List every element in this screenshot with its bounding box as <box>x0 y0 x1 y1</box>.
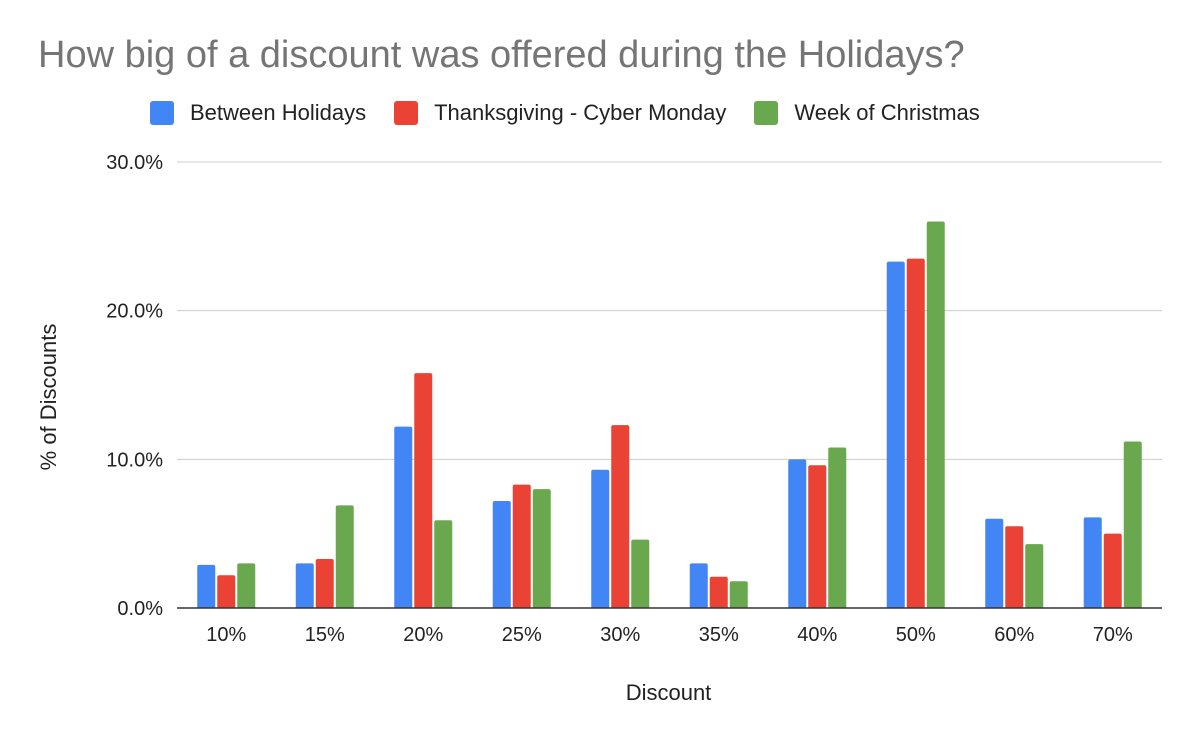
bar[interactable] <box>591 469 610 608</box>
legend-swatch-thanksgiving-cyber-monday <box>394 101 419 125</box>
x-tick-label: 40% <box>797 624 837 646</box>
y-tick-label: 10.0% <box>106 449 163 471</box>
x-axis-title: Discount <box>626 680 712 705</box>
x-tick-label: 20% <box>403 624 443 646</box>
y-axis-title: % of Discounts <box>36 324 61 471</box>
x-tick-label: 15% <box>305 624 345 646</box>
bar[interactable] <box>1005 526 1024 608</box>
x-tick-label: 25% <box>502 624 542 646</box>
legend-label: Week of Christmas <box>794 100 980 125</box>
bar[interactable] <box>808 465 827 608</box>
legend-label: Thanksgiving - Cyber Monday <box>434 100 727 125</box>
chart-title: How big of a discount was offered during… <box>38 34 965 76</box>
bar[interactable] <box>1025 544 1044 608</box>
legend-item-thanksgiving-cyber-monday[interactable]: Thanksgiving - Cyber Monday <box>394 100 726 126</box>
bar[interactable] <box>315 558 334 608</box>
x-tick-label: 60% <box>994 624 1034 646</box>
x-tick-label: 50% <box>896 624 936 646</box>
x-tick-label: 70% <box>1093 624 1133 646</box>
bar[interactable] <box>729 581 748 608</box>
y-tick-label: 30.0% <box>106 152 163 174</box>
bar[interactable] <box>217 575 236 608</box>
legend-swatch-week-of-christmas <box>754 101 779 125</box>
bar[interactable] <box>1123 441 1142 608</box>
bar[interactable] <box>611 425 630 608</box>
bar[interactable] <box>788 459 807 608</box>
bar[interactable] <box>926 221 945 608</box>
bar[interactable] <box>631 539 650 608</box>
legend-item-week-of-christmas[interactable]: Week of Christmas <box>754 100 980 126</box>
bar[interactable] <box>197 564 216 608</box>
bar[interactable] <box>828 447 847 608</box>
gridlines <box>177 161 1162 460</box>
bar[interactable] <box>906 258 925 608</box>
bar[interactable] <box>1103 533 1122 608</box>
bar[interactable] <box>237 563 256 608</box>
bar[interactable] <box>295 563 314 608</box>
bar[interactable] <box>335 505 354 608</box>
bar[interactable] <box>886 261 905 608</box>
bar[interactable] <box>985 518 1004 608</box>
legend-item-between-holidays[interactable]: Between Holidays <box>150 100 366 126</box>
legend-swatch-between-holidays <box>150 101 174 125</box>
x-tick-label: 10% <box>206 624 246 646</box>
bar[interactable] <box>394 426 413 608</box>
legend: Between Holidays Thanksgiving - Cyber Mo… <box>150 100 1008 126</box>
y-tick-label: 0.0% <box>117 598 163 620</box>
x-tick-label: 30% <box>600 624 640 646</box>
bar[interactable] <box>532 489 551 608</box>
bar[interactable] <box>414 373 433 608</box>
bars <box>197 221 1142 608</box>
y-tick-label: 20.0% <box>106 301 163 323</box>
legend-label: Between Holidays <box>190 100 367 125</box>
axes: 0.0% 10.0% 20.0% 30.0% 10% 15% 20% 25% 30% 35% 40%… <box>106 152 1162 646</box>
x-tick-label: 35% <box>699 624 739 646</box>
bar[interactable] <box>492 500 511 608</box>
bar[interactable] <box>689 563 708 608</box>
bar[interactable] <box>512 484 531 608</box>
bar[interactable] <box>1083 517 1102 608</box>
bar[interactable] <box>709 576 728 608</box>
bar[interactable] <box>434 520 453 608</box>
